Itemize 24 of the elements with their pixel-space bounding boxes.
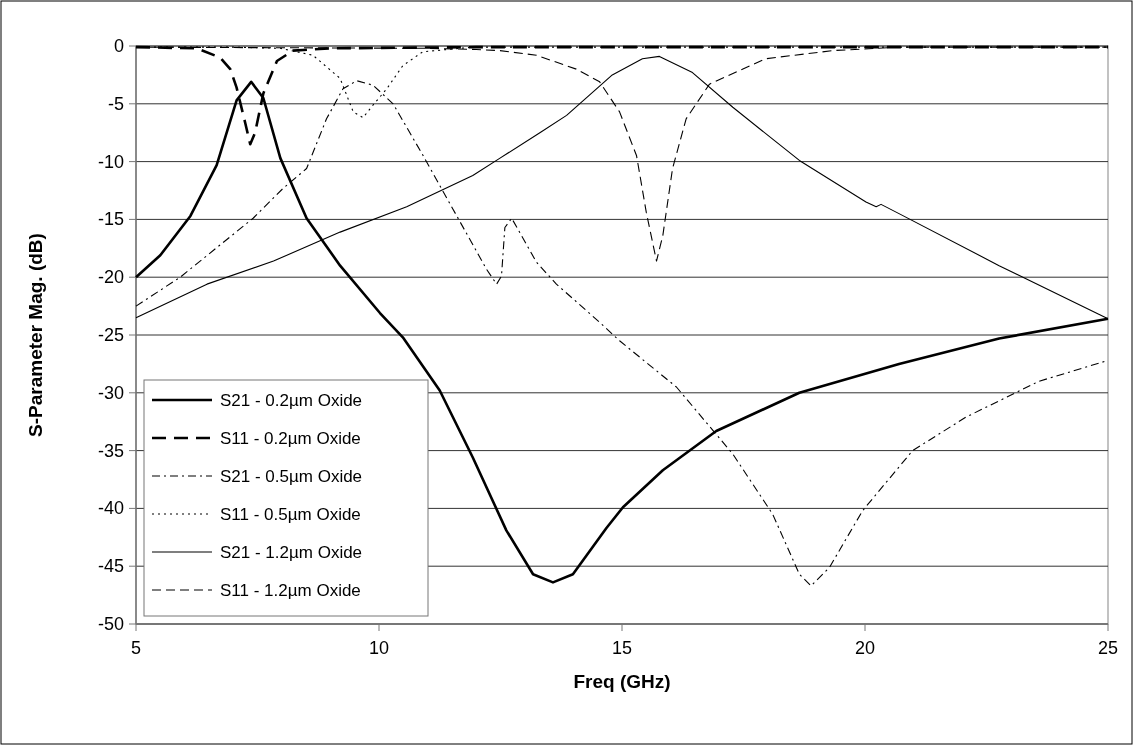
y-tick-label: -10 xyxy=(97,151,124,172)
legend-label: S21 - 0.2µm Oxide xyxy=(220,391,363,410)
y-tick-label: -45 xyxy=(97,556,124,577)
legend-label: S21 - 0.5µm Oxide xyxy=(220,467,363,486)
y-tick-label: -30 xyxy=(97,382,124,403)
y-tick-label: 0 xyxy=(113,36,124,56)
x-axis-title: Freq (GHz) xyxy=(573,671,671,692)
y-tick-label: -40 xyxy=(97,498,124,519)
x-tick-label: 25 xyxy=(1097,638,1119,658)
legend-label: S21 - 1.2µm Oxide xyxy=(220,543,363,562)
y-tick-label: -20 xyxy=(97,267,124,288)
legend-label: S11 - 0.2µm Oxide xyxy=(220,429,361,448)
y-axis-title: S-Parameter Mag. (dB) xyxy=(25,233,46,437)
y-tick-label: -35 xyxy=(97,440,124,461)
y-tick-label: -50 xyxy=(97,614,124,634)
y-tick-label: -25 xyxy=(97,325,124,345)
x-tick-label: 10 xyxy=(368,638,390,658)
y-tick-label: -5 xyxy=(107,93,124,114)
y-tick-label: -15 xyxy=(97,209,124,230)
legend-label: S11 - 0.5µm Oxide xyxy=(220,505,361,524)
x-tick-label: 20 xyxy=(854,638,876,658)
x-tick-label: 15 xyxy=(611,638,633,658)
legend-label: S11 - 1.2µm Oxide xyxy=(220,581,361,600)
x-tick-label: 5 xyxy=(130,638,142,658)
